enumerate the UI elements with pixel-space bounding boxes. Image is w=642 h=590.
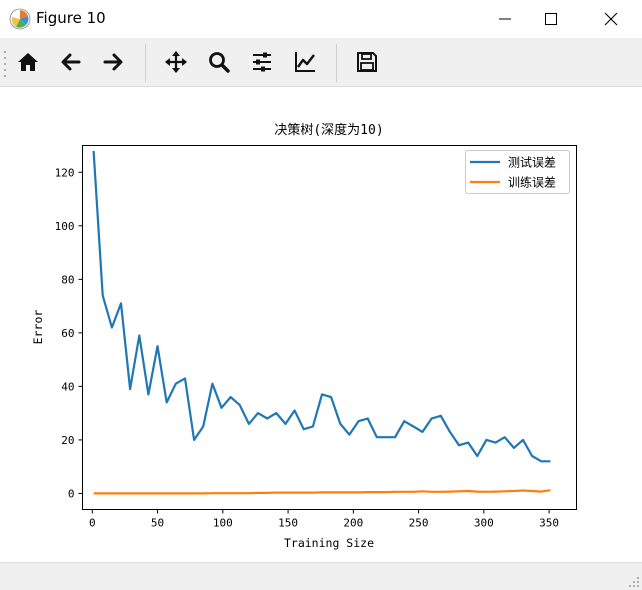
- toolbar-grip-icon: [4, 51, 6, 77]
- edit-axis-button[interactable]: [288, 45, 322, 79]
- maximize-icon: [545, 13, 557, 25]
- legend-label-test: 测试误差: [508, 155, 556, 170]
- y-tick-label: 40: [61, 380, 74, 393]
- x-tick-label: 0: [89, 517, 96, 530]
- x-tick-label: 200: [343, 517, 363, 530]
- x-axis-label: Training Size: [284, 536, 374, 550]
- y-tick-label: 60: [61, 327, 74, 340]
- plot-lines: [92, 150, 551, 495]
- home-icon: [18, 53, 38, 71]
- y-axis-ticks: 0 20 40 60 80 100 120: [55, 166, 83, 500]
- save-button[interactable]: [350, 45, 384, 79]
- close-icon: [604, 12, 618, 26]
- home-button[interactable]: [11, 45, 45, 79]
- chart-title: 决策树(深度为10): [274, 122, 383, 138]
- series-line-test: [92, 150, 551, 463]
- line-chart: 决策树(深度为10) 0 50 100 150 200 250 300 350 0 20 40 60…: [31, 122, 577, 550]
- pan-button[interactable]: [159, 45, 193, 79]
- axes-frame: [82, 145, 577, 510]
- pan-move-icon: [165, 51, 187, 73]
- x-tick-label: 250: [409, 517, 429, 530]
- back-arrow-icon: [61, 53, 81, 71]
- x-tick-label: 350: [539, 517, 559, 530]
- maximize-button[interactable]: [528, 0, 574, 38]
- x-tick-label: 50: [151, 517, 164, 530]
- y-tick-label: 120: [55, 166, 75, 179]
- edit-axis-icon: [295, 52, 315, 72]
- y-tick-label: 0: [68, 487, 75, 500]
- y-axis-label: Error: [31, 310, 45, 345]
- resize-grip-icon[interactable]: [628, 576, 640, 588]
- zoom-button[interactable]: [202, 45, 236, 79]
- toolbar-separator: [145, 44, 146, 82]
- navigation-toolbar: [0, 38, 642, 87]
- configure-subplots-icon: [253, 52, 271, 72]
- y-tick-label: 100: [55, 220, 75, 233]
- back-button[interactable]: [54, 45, 88, 79]
- forward-arrow-icon: [103, 53, 123, 71]
- series-line-train: [93, 489, 551, 495]
- x-tick-label: 150: [278, 517, 298, 530]
- forward-button[interactable]: [96, 45, 130, 79]
- status-bar: [0, 562, 642, 590]
- window-title: Figure 10: [36, 9, 106, 27]
- matplotlib-logo-icon: [9, 8, 31, 30]
- minimize-icon: [499, 18, 511, 20]
- save-disk-icon: [357, 52, 377, 72]
- zoom-magnifier-icon: [209, 52, 230, 73]
- y-tick-label: 80: [61, 273, 74, 286]
- configure-subplots-button[interactable]: [245, 45, 279, 79]
- x-tick-label: 100: [213, 517, 233, 530]
- legend: 测试误差 训练误差: [465, 150, 570, 194]
- x-tick-label: 300: [474, 517, 494, 530]
- y-tick-label: 20: [61, 434, 74, 447]
- figure-canvas[interactable]: 决策树(深度为10) 0 50 100 150 200 250 300 350 0 20 40 60…: [0, 87, 642, 562]
- legend-label-train: 训练误差: [508, 175, 556, 190]
- x-axis-ticks: 0 50 100 150 200 250 300 350: [89, 509, 559, 530]
- close-button[interactable]: [588, 0, 634, 38]
- toolbar-separator: [336, 44, 337, 82]
- window-titlebar: Figure 10: [0, 0, 642, 38]
- minimize-button[interactable]: [482, 0, 528, 38]
